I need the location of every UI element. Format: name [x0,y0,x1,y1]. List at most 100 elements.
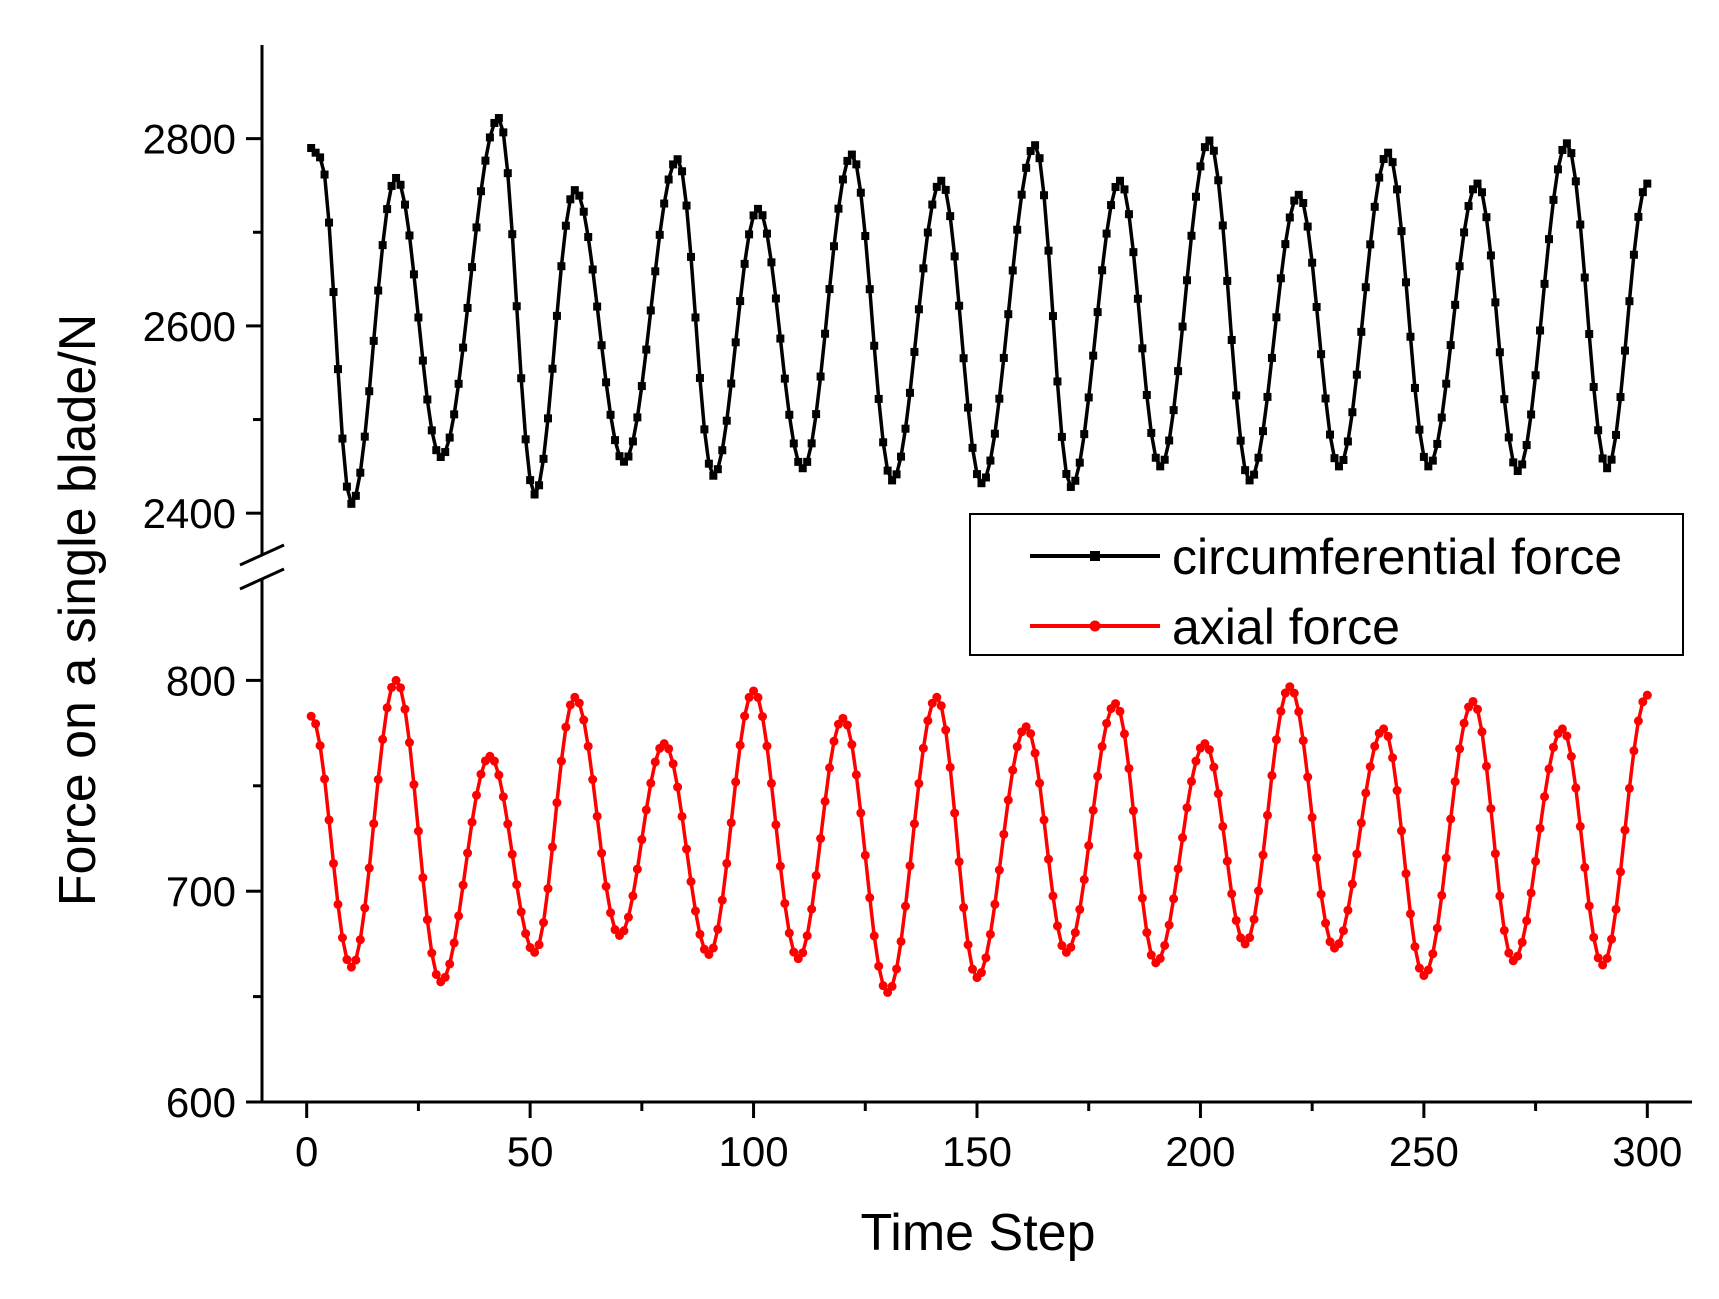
data-point [994,865,1004,875]
data-point [633,413,642,422]
data-point [628,891,638,901]
data-point [1097,742,1107,752]
data-point [905,388,914,397]
data-point [1044,854,1053,864]
data-point [668,759,678,769]
data-point [552,798,562,808]
data-point [503,169,512,178]
data-point [498,792,508,802]
data-point [740,259,749,268]
data-point [754,204,763,213]
data-point [508,230,517,239]
data-point [798,948,808,958]
data-point [1222,856,1232,866]
data-point [1075,458,1084,467]
data-point [342,482,351,491]
data-point [1477,727,1487,737]
data-point [686,877,696,887]
data-point [445,433,454,442]
data-point [369,336,378,345]
data-point [865,893,875,903]
data-point [1397,227,1406,236]
data-point [311,148,320,157]
data-point [1146,950,1156,960]
data-point [382,703,392,713]
data-point [355,935,365,945]
data-point [901,901,910,911]
data-point [717,895,727,905]
axes: 0 50 100 150 200 250 300 2400 2600 2800 600 700 800 [143,45,1692,1175]
data-point [1486,804,1496,814]
data-point [1593,953,1603,963]
data-point [1209,762,1219,772]
data-point [887,981,897,991]
data-point [1602,953,1612,963]
data-point [1115,706,1125,716]
data-point [1093,771,1103,781]
data-point [981,473,990,482]
data-point [727,379,736,388]
data-point [1204,745,1214,755]
data-point [932,692,942,702]
data-point [378,241,387,250]
data-point [842,720,852,730]
data-point [624,452,633,461]
data-point [1366,240,1375,249]
data-point [865,285,874,294]
data-point [722,416,731,425]
data-point [1526,888,1536,898]
series-layer [306,114,1652,997]
data-point [346,962,356,972]
data-point [968,443,977,452]
data-point [1241,466,1250,475]
data-point [539,917,549,927]
data-point [1088,805,1098,815]
data-point [637,835,647,845]
data-point [1079,875,1089,885]
data-point [892,470,901,479]
data-point [1240,939,1250,949]
data-point [1245,933,1255,943]
data-point [556,756,566,766]
data-point [1165,436,1174,445]
data-point [669,160,678,169]
data-point [1638,188,1647,197]
data-point [360,903,370,913]
data-point [1084,841,1094,851]
data-point [1321,918,1331,928]
data-point [409,780,419,790]
data-point [601,881,611,891]
data-point [946,212,955,221]
data-point [1120,185,1129,194]
data-point [1589,932,1599,942]
data-point [664,744,674,754]
data-point [1446,814,1456,824]
data-point [977,479,986,488]
data-point [593,302,602,311]
data-point [347,499,356,508]
data-point [990,429,999,438]
data-point [909,819,919,829]
data-point [1030,748,1040,758]
data-point [1500,395,1509,404]
data-point [1517,937,1527,947]
data-point [860,850,870,860]
data-point [1594,426,1603,435]
data-point [1262,810,1272,820]
data-point [441,448,450,457]
data-point [423,395,432,404]
data-point [1142,390,1151,399]
data-point [995,394,1004,403]
data-point [1178,322,1187,331]
legend-entry: circumferential force [1030,529,1622,585]
data-point [1164,920,1174,930]
data-point [999,829,1009,839]
data-point [1080,430,1089,439]
data-point [1160,940,1170,950]
data-point [1259,427,1267,436]
data-point [1584,901,1594,911]
data-point [1057,941,1067,951]
data-point [655,230,664,239]
data-point [1231,915,1241,925]
data-point [1379,155,1388,164]
